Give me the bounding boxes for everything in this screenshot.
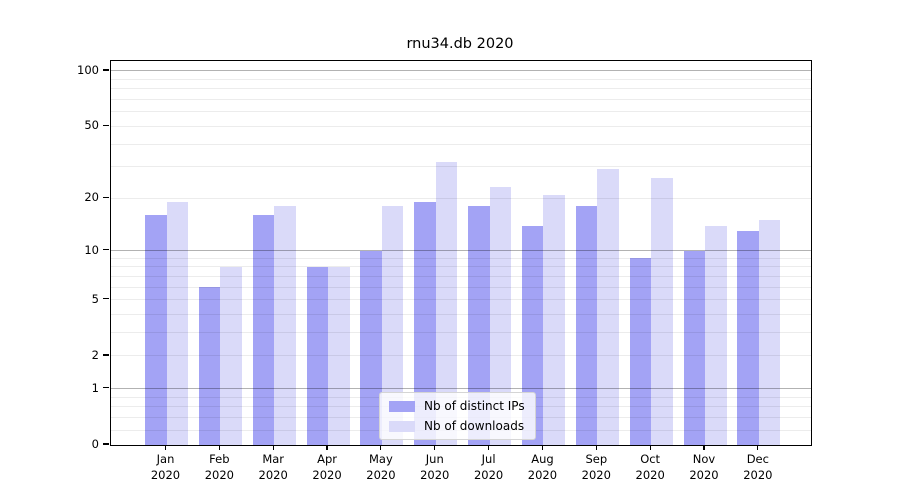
x-tick-mark <box>595 445 597 450</box>
x-tick-year: 2020 <box>743 467 773 482</box>
y-tick-mark <box>103 124 109 126</box>
bars-layer <box>111 61 811 445</box>
x-tick-mark <box>649 445 651 450</box>
x-tick-year: 2020 <box>258 467 288 482</box>
bar-nb-of-downloads <box>597 169 619 445</box>
legend-entry-distinct-ips: Nb of distinct IPs <box>389 398 525 414</box>
x-tick-label: Feb 2020 <box>189 452 249 483</box>
x-tick-label: Jan 2020 <box>136 452 196 483</box>
y-tick-mark <box>103 354 109 356</box>
y-tick-label: 100 <box>77 62 99 77</box>
bar-nb-of-downloads <box>381 206 404 445</box>
x-tick-mark <box>541 445 544 450</box>
x-tick-mark <box>272 445 274 450</box>
y-tick-mark <box>103 298 109 300</box>
y-tick-label: 10 <box>84 242 99 257</box>
y-tick-label: 5 <box>91 291 99 306</box>
x-tick-year: 2020 <box>473 467 504 482</box>
x-tick-year: 2020 <box>420 467 450 482</box>
legend-label-distinct-ips: Nb of distinct IPs <box>424 399 525 413</box>
x-tick-month: Aug <box>531 452 554 466</box>
bar-nb-of-downloads <box>328 266 350 445</box>
x-tick-label: May 2020 <box>351 452 411 483</box>
y-tick-label: 2 <box>91 347 99 362</box>
x-tick-mark <box>164 445 167 450</box>
bar-nb-of-distinct-ips <box>360 250 382 445</box>
y-tick-mark <box>103 387 109 389</box>
x-tick-year: 2020 <box>204 467 234 482</box>
y-tick-mark <box>103 249 109 251</box>
x-tick-label: Oct 2020 <box>620 452 680 483</box>
bar-nb-of-distinct-ips <box>252 215 275 445</box>
x-tick-label: Aug 2020 <box>512 452 572 483</box>
x-tick-month: Sep <box>585 452 608 466</box>
x-tick-mark <box>380 445 382 450</box>
x-tick-label: Dec 2020 <box>728 452 788 483</box>
x-tick-month: Dec <box>746 452 769 466</box>
bar-nb-of-downloads <box>220 266 242 445</box>
legend-label-downloads: Nb of downloads <box>424 419 525 433</box>
bar-nb-of-downloads <box>758 220 781 445</box>
x-tick-label: Jun 2020 <box>405 452 465 483</box>
x-tick-year: 2020 <box>635 467 665 482</box>
x-tick-month: Apr <box>317 452 337 466</box>
bar-nb-of-downloads <box>489 187 512 445</box>
bar-nb-of-distinct-ips <box>306 266 329 445</box>
y-tick-label: 1 <box>91 380 99 395</box>
bar-nb-of-distinct-ips <box>683 250 705 445</box>
x-tick-label: Mar 2020 <box>243 452 303 483</box>
y-tick-label: 20 <box>84 190 99 205</box>
x-tick-month: Feb <box>209 452 230 466</box>
x-tick-month: Mar <box>262 452 285 466</box>
x-tick-mark <box>703 445 705 450</box>
y-tick-label: 50 <box>84 118 99 133</box>
bar-nb-of-downloads <box>166 202 188 445</box>
legend-swatch-downloads <box>389 420 415 432</box>
x-tick-label: Jul 2020 <box>459 452 519 483</box>
x-tick-year: 2020 <box>527 467 558 482</box>
x-tick-year: 2020 <box>150 467 181 482</box>
x-tick-month: Oct <box>640 452 661 466</box>
x-tick-mark <box>488 445 490 450</box>
x-tick-month: Jan <box>156 452 175 466</box>
x-tick-year: 2020 <box>312 467 342 482</box>
bar-nb-of-downloads <box>705 225 727 445</box>
x-tick-year: 2020 <box>581 467 611 482</box>
x-tick-month: Nov <box>692 452 716 466</box>
bar-nb-of-downloads <box>435 161 458 445</box>
x-tick-label: Apr 2020 <box>297 452 357 483</box>
y-tick-mark <box>103 196 109 198</box>
legend-swatch-distinct-ips <box>389 400 415 412</box>
x-tick-year: 2020 <box>366 467 396 482</box>
x-tick-month: Jul <box>481 452 496 466</box>
bar-nb-of-distinct-ips <box>737 231 759 445</box>
bar-nb-of-downloads <box>651 177 673 445</box>
x-tick-mark <box>326 445 328 450</box>
legend: Nb of distinct IPs Nb of downloads <box>379 392 536 440</box>
bar-nb-of-distinct-ips <box>521 225 544 445</box>
x-tick-month: May <box>369 452 393 466</box>
y-tick-mark <box>103 69 109 71</box>
bar-nb-of-distinct-ips <box>414 202 436 445</box>
x-tick-mark <box>757 445 759 450</box>
y-tick-mark <box>103 443 109 445</box>
x-tick-mark <box>218 445 220 450</box>
bar-nb-of-distinct-ips <box>575 206 598 445</box>
x-tick-month: Jun <box>425 452 444 466</box>
y-tick-label: 0 <box>91 437 99 451</box>
bar-nb-of-distinct-ips <box>468 206 490 445</box>
bar-nb-of-downloads <box>274 206 296 445</box>
x-tick-mark <box>434 445 436 450</box>
bar-nb-of-distinct-ips <box>145 215 167 445</box>
x-tick-label: Nov 2020 <box>674 452 734 483</box>
x-tick-year: 2020 <box>689 467 719 482</box>
bar-nb-of-distinct-ips <box>198 287 221 445</box>
bar-nb-of-distinct-ips <box>629 258 652 445</box>
plot-area: Nb of distinct IPs Nb of downloads <box>110 60 812 446</box>
bar-nb-of-downloads <box>543 194 565 445</box>
x-tick-label: Sep 2020 <box>566 452 626 483</box>
chart-title: rnu34.db 2020 <box>406 36 514 52</box>
legend-entry-downloads: Nb of downloads <box>389 418 525 434</box>
